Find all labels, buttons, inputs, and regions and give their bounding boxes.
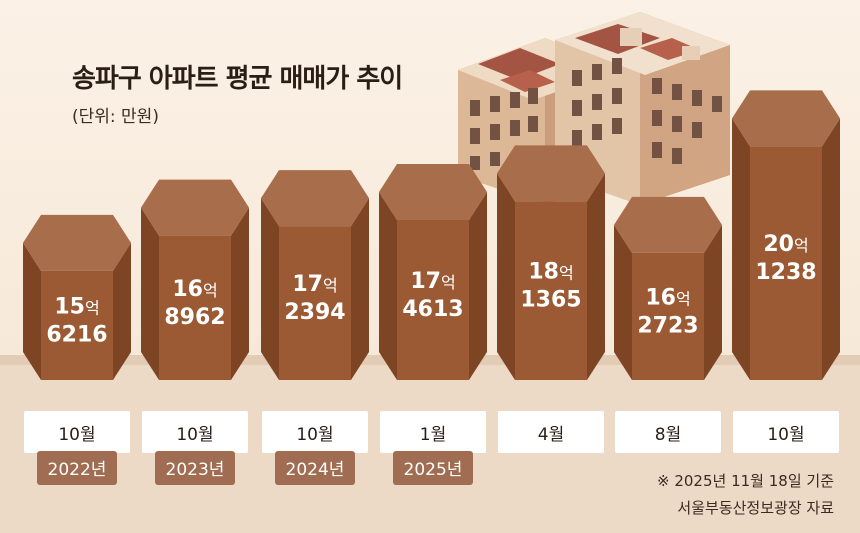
bar-top-cap — [497, 145, 605, 202]
category-label: 10월 — [733, 411, 839, 453]
bar-pillar: 20억 1238 — [732, 90, 840, 381]
month-box — [142, 411, 248, 453]
bar-value-label-top: 17억 — [292, 272, 337, 297]
bar-left-face — [261, 198, 279, 380]
bar-pillar: 16억 8962 — [141, 179, 249, 380]
year-badge — [155, 451, 235, 485]
bar-value-label-bottom: 1238 — [755, 260, 816, 285]
bar-top-cap — [379, 163, 487, 220]
source-note: 서울부동산정보광장 자료 — [677, 499, 834, 517]
month-label: 4월 — [538, 425, 564, 445]
category-label: 8월 — [615, 411, 721, 453]
basis-note: ※ 2025년 11월 18일 기준 — [657, 472, 834, 490]
bar-right-face — [822, 118, 840, 381]
value-eok: 17 — [292, 272, 323, 297]
year-label: 2023년 — [166, 460, 225, 480]
bar-top-cap — [614, 196, 722, 253]
month-box — [380, 411, 486, 453]
year-label: 2022년 — [48, 460, 107, 480]
value-eok: 16 — [172, 277, 203, 302]
bar-top-cap — [261, 170, 369, 227]
month-label: 10월 — [767, 425, 804, 445]
month-label: 8월 — [655, 425, 681, 445]
bar-pillar: 17억 2394 — [261, 170, 369, 380]
bar-front-face — [159, 235, 231, 380]
bar-pillar: 18억 1365 — [497, 145, 605, 380]
bar-value-label-bottom: 4613 — [402, 297, 463, 322]
year-label: 2025년 — [404, 460, 463, 480]
bar-left-face — [732, 118, 750, 381]
bar-right-face — [469, 191, 487, 380]
year-badge — [37, 451, 117, 485]
value-eok-unit: 억 — [203, 281, 218, 300]
month-label: 10월 — [296, 425, 333, 445]
value-eok: 18 — [528, 260, 559, 285]
month-box — [615, 411, 721, 453]
category-label: 10월 2023년 — [142, 411, 248, 485]
bar-front-face — [41, 270, 113, 380]
value-eok-unit: 억 — [559, 264, 574, 283]
month-box — [733, 411, 839, 453]
category-label: 10월 2024년 — [262, 411, 368, 485]
bar-front-face — [397, 219, 469, 380]
bar-value-label-bottom: 2723 — [637, 313, 698, 338]
value-eok: 16 — [645, 285, 676, 310]
category-label: 1월 2025년 — [380, 411, 486, 485]
bar-right-face — [704, 224, 722, 380]
bar-pillar: 17억 4613 — [379, 163, 487, 380]
bar-left-face — [141, 207, 159, 380]
month-box — [262, 411, 368, 453]
bar-value-label-top: 15억 — [54, 294, 99, 319]
month-box — [24, 411, 130, 453]
category-label: 10월 2022년 — [24, 411, 130, 485]
month-label: 10월 — [176, 425, 213, 445]
bar-right-face — [231, 207, 249, 380]
value-eok: 20 — [763, 232, 794, 257]
bar-front-face — [632, 252, 704, 380]
bar-right-face — [113, 242, 131, 380]
bar-value-label-bottom: 1365 — [520, 288, 581, 313]
value-eok-unit: 억 — [323, 276, 338, 295]
bar-front-face — [279, 226, 351, 380]
value-eok: 17 — [410, 269, 441, 294]
value-eok-unit: 억 — [676, 289, 691, 308]
bar-left-face — [614, 224, 632, 380]
bar-value-label-top: 16억 — [172, 277, 217, 302]
bar-pillar: 15억 6216 — [23, 214, 131, 380]
bar-value-label-top: 17억 — [410, 269, 455, 294]
value-eok-unit: 억 — [441, 273, 456, 292]
bar-value-label-top: 18억 — [528, 260, 573, 285]
year-label: 2024년 — [286, 460, 345, 480]
bar-left-face — [379, 191, 397, 380]
value-eok: 15 — [54, 294, 85, 319]
bar-top-cap — [23, 214, 131, 271]
bar-right-face — [351, 198, 369, 380]
month-label: 1월 — [420, 425, 446, 445]
bar-value-label-bottom: 2394 — [284, 300, 345, 325]
year-badge — [393, 451, 473, 485]
bar-top-cap — [732, 90, 840, 147]
month-box — [498, 411, 604, 453]
value-eok-unit: 억 — [794, 236, 809, 255]
bar-value-label-bottom: 8962 — [164, 305, 225, 330]
bar-left-face — [23, 242, 41, 380]
bar-right-face — [587, 173, 605, 380]
value-eok-unit: 억 — [85, 298, 100, 317]
category-labels-layer: 10월 2022년 10월 2023년 10월 2024년 1월 2025년 4월 8월 10월 — [24, 411, 839, 485]
bar-top-cap — [141, 179, 249, 236]
month-label: 10월 — [58, 425, 95, 445]
bar-pillar: 16억 2723 — [614, 196, 722, 380]
bar-front-face — [515, 201, 587, 380]
year-badge — [275, 451, 355, 485]
bar-left-face — [497, 173, 515, 380]
category-label: 4월 — [498, 411, 604, 453]
bar-front-face — [750, 146, 822, 380]
chart-title: 송파구 아파트 평균 매매가 추이 — [72, 64, 403, 94]
bar-value-label-top: 20억 — [763, 232, 808, 257]
bar-value-label-bottom: 6216 — [46, 322, 107, 347]
bar-value-label-top: 16억 — [645, 285, 690, 310]
unit-label: (단위: 만원) — [72, 107, 159, 127]
